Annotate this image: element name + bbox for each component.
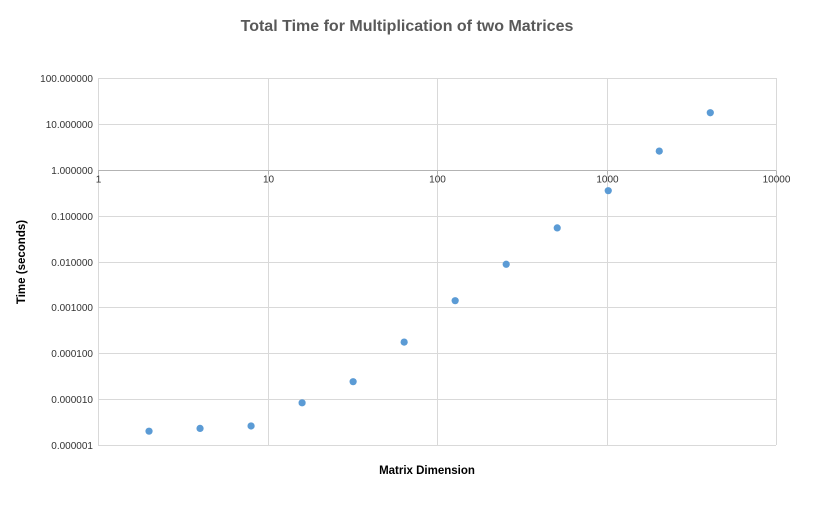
data-point — [604, 187, 612, 195]
y-tick-label: 0.000100 — [51, 349, 93, 360]
data-point — [655, 147, 663, 155]
y-tick-label: 1.000000 — [51, 166, 93, 177]
grid-lines — [98, 78, 777, 446]
y-axis-tick-labels: 100.000000 10.000000 1.000000 0.100000 0.010… — [40, 74, 93, 452]
y-tick-label: 100.000000 — [40, 74, 93, 85]
y-tick-label: 0.000001 — [51, 441, 93, 452]
data-point — [298, 399, 306, 407]
data-points — [145, 109, 714, 435]
x-tick-label: 100 — [429, 175, 446, 186]
data-point — [706, 109, 714, 117]
x-tick-label: 1000 — [596, 175, 619, 186]
y-tick-label: 0.000010 — [51, 395, 93, 406]
data-point — [451, 297, 459, 305]
chart-title: Total Time for Multiplication of two Mat… — [241, 18, 574, 35]
x-axis-tick-labels: 1 10 100 1000 10000 — [96, 175, 791, 186]
y-tick-label: 10.000000 — [46, 120, 94, 131]
data-point — [502, 260, 510, 268]
y-axis-title: Time (seconds) — [16, 220, 28, 304]
x-axis-title: Matrix Dimension — [379, 465, 475, 477]
x-tick-label: 10000 — [763, 175, 791, 186]
x-tick-label: 1 — [96, 175, 102, 186]
y-tick-label: 0.100000 — [51, 212, 93, 223]
x-tick-label: 10 — [263, 175, 275, 186]
data-point — [400, 338, 408, 346]
data-point — [553, 224, 561, 232]
y-tick-label: 0.010000 — [51, 258, 93, 269]
data-point — [349, 378, 357, 386]
data-point — [145, 427, 153, 435]
data-point — [196, 424, 204, 433]
data-point — [247, 422, 255, 430]
y-tick-label: 0.001000 — [51, 303, 93, 314]
